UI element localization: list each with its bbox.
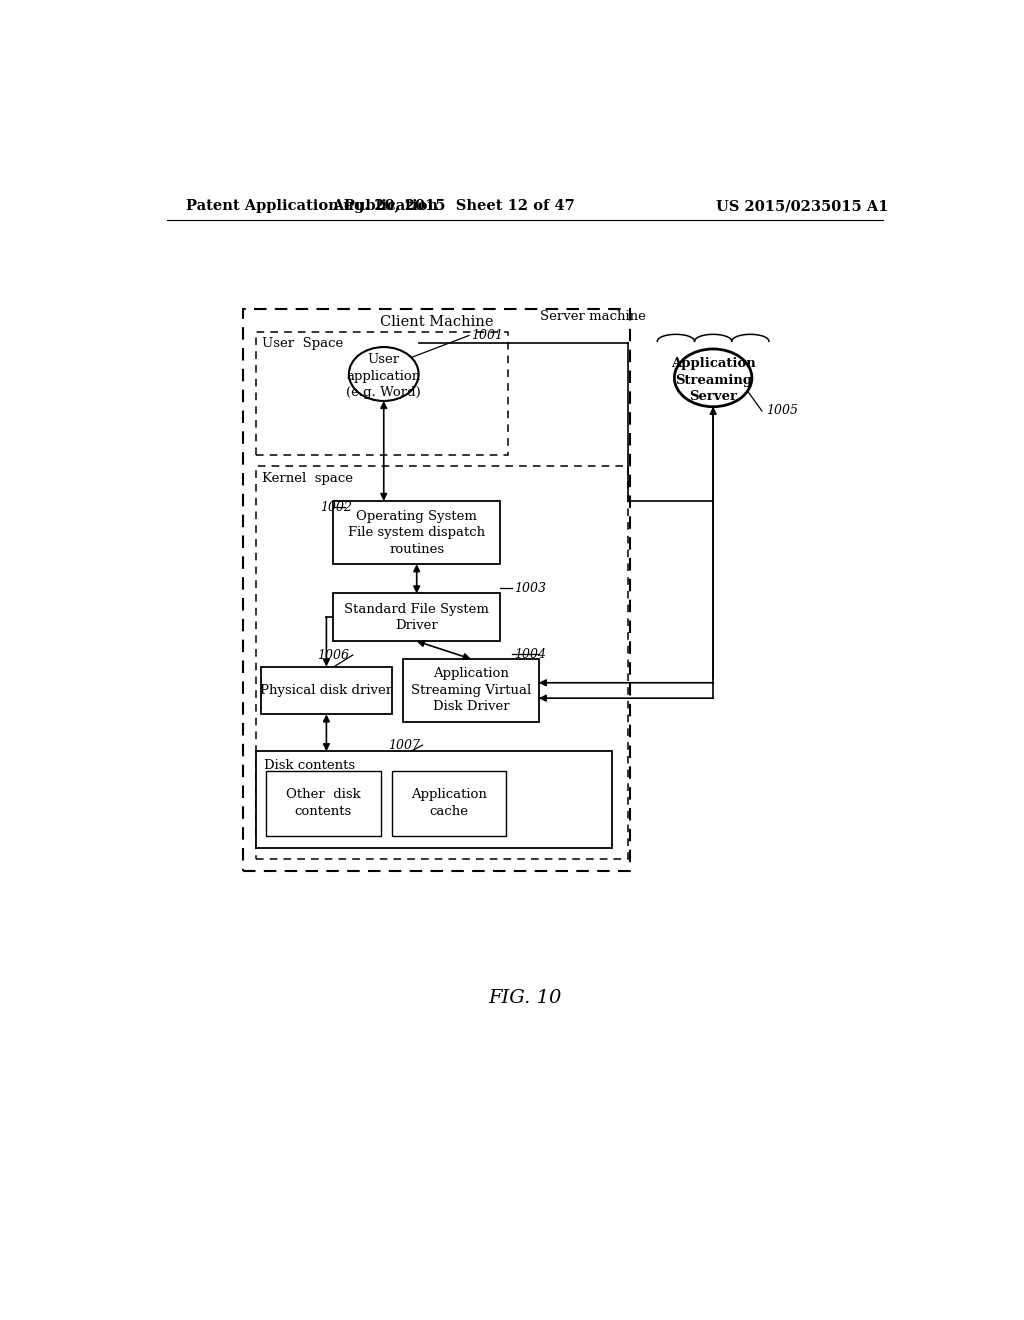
Bar [261, 667, 391, 714]
Text: 1003: 1003 [514, 582, 546, 594]
Text: Application
cache: Application cache [411, 788, 486, 818]
Ellipse shape [349, 347, 419, 401]
Text: Client Machine: Client Machine [380, 315, 494, 330]
Text: Application
Streaming Virtual
Disk Driver: Application Streaming Virtual Disk Drive… [411, 668, 531, 714]
Text: FIG. 10: FIG. 10 [488, 989, 561, 1007]
Text: 1005: 1005 [766, 404, 798, 417]
Text: Kernel  space: Kernel space [262, 473, 353, 486]
Text: Other  disk
contents: Other disk contents [286, 788, 360, 818]
Text: 1006: 1006 [316, 648, 349, 661]
Bar [391, 771, 506, 836]
Text: Aug. 20, 2015  Sheet 12 of 47: Aug. 20, 2015 Sheet 12 of 47 [332, 199, 574, 213]
Text: US 2015/0235015 A1: US 2015/0235015 A1 [716, 199, 889, 213]
Bar [403, 659, 539, 722]
Text: Patent Application Publication: Patent Application Publication [186, 199, 438, 213]
Text: Application
Streaming
Server: Application Streaming Server [671, 358, 756, 403]
Bar [256, 331, 508, 455]
Text: Operating System
File system dispatch
routines: Operating System File system dispatch ro… [348, 510, 485, 556]
Text: Standard File System
Driver: Standard File System Driver [344, 602, 489, 632]
Text: 1002: 1002 [321, 500, 352, 513]
Bar [256, 466, 628, 859]
Text: Disk contents: Disk contents [263, 759, 354, 772]
Text: User  Space: User Space [262, 338, 343, 351]
Text: 1001: 1001 [471, 329, 504, 342]
Text: Server machine: Server machine [540, 310, 646, 323]
Text: 1004: 1004 [514, 648, 546, 661]
Bar [243, 309, 630, 871]
Ellipse shape [675, 348, 752, 407]
Text: 1007: 1007 [388, 739, 420, 751]
Text: User
application
(e.g. Word): User application (e.g. Word) [346, 354, 421, 400]
Text: Physical disk driver: Physical disk driver [260, 684, 392, 697]
Bar [334, 594, 500, 642]
Bar [256, 751, 612, 847]
Bar [334, 502, 500, 564]
Bar [266, 771, 381, 836]
